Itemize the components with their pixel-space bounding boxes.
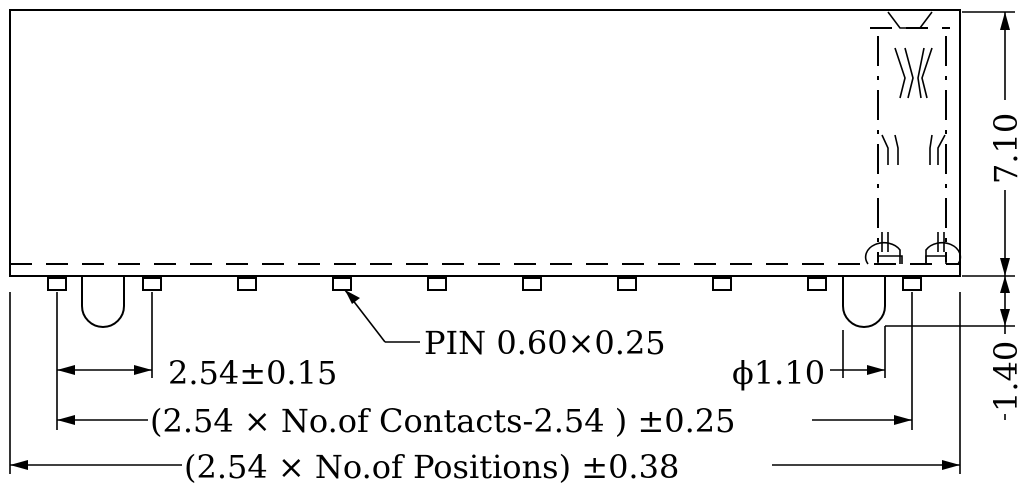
pitch-label: 2.54±0.15 (168, 354, 337, 392)
diameter-label: ϕ1.10 (732, 354, 825, 392)
positions-arrow-left (10, 460, 28, 470)
height-arrow-top (1000, 12, 1010, 30)
height-arrow-bottom (1000, 258, 1010, 276)
positions-label: (2.54 × No.of Positions) ±0.38 (184, 448, 679, 484)
height-body-label: 7.10 (987, 113, 1020, 184)
contacts-label: (2.54 × No.of Contacts-2.54 ) ±0.25 (150, 402, 736, 440)
connector-body-outline (9, 9, 961, 277)
contacts-arrow-left (57, 415, 75, 425)
pin-height-label-bg (992, 334, 1020, 414)
positions-arrow-right (942, 460, 960, 470)
pin (617, 277, 637, 291)
pin (712, 277, 732, 291)
contact-detail (864, 11, 962, 265)
locating-peg-left (81, 276, 125, 328)
pin (902, 277, 922, 291)
pin (237, 277, 257, 291)
height-label-bg (992, 100, 1020, 190)
pin (807, 277, 827, 291)
pin (427, 277, 447, 291)
locating-peg-right (842, 276, 886, 328)
pin-label: PIN 0.60×0.25 (424, 324, 666, 362)
pin-leader-arrow (345, 290, 360, 304)
pitch-arrow-right (134, 365, 152, 375)
pin-height-arrow-bottom (1000, 309, 1010, 326)
diameter-arrow (867, 365, 885, 375)
contacts-arrow-right (894, 415, 912, 425)
pin-row (47, 277, 922, 291)
pin (142, 277, 162, 291)
height-pin-label: 1.40 (987, 341, 1020, 412)
pin (332, 277, 352, 291)
positions-label-bg (182, 444, 772, 484)
pin (522, 277, 542, 291)
pitch-arrow-left (57, 365, 75, 375)
pin (47, 277, 67, 291)
contacts-label-bg (148, 398, 812, 438)
pin-height-arrow-top (1000, 276, 1010, 293)
